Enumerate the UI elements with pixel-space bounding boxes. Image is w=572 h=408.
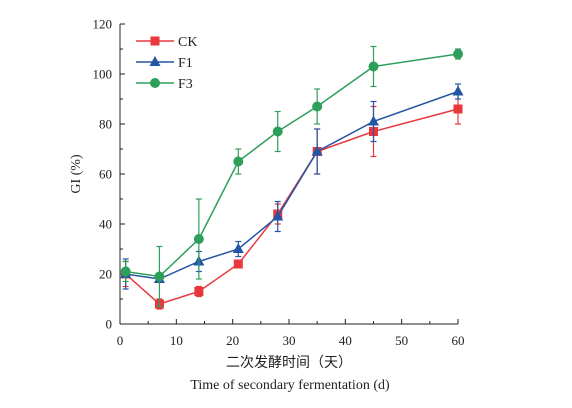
x-tick-label: 60 <box>452 333 465 348</box>
y-tick-label: 60 <box>99 167 112 182</box>
data-point-ck <box>453 104 463 114</box>
series-ck <box>121 93 463 310</box>
x-tick-label: 40 <box>339 333 352 348</box>
y-tick-label: 80 <box>99 117 112 132</box>
data-point-f3 <box>368 61 379 72</box>
legend-marker-f3 <box>150 78 160 88</box>
data-point-f1 <box>232 243 244 253</box>
data-point-f3 <box>312 101 323 112</box>
legend-label-f3: F3 <box>178 77 193 92</box>
legend-label-ck: CK <box>178 35 197 50</box>
series-f1 <box>120 83 464 290</box>
series-line-f3 <box>125 53 459 278</box>
legend-label-f1: F1 <box>178 56 193 71</box>
legend-marker-ck <box>150 36 160 46</box>
data-point-f3 <box>453 49 463 59</box>
legend: CK F1 F3 <box>136 35 197 92</box>
data-point-f3 <box>120 266 131 277</box>
y-tick-label: 20 <box>99 267 112 282</box>
series-f3 <box>120 45 463 308</box>
y-tick-label: 120 <box>93 17 113 32</box>
axes: 0 10 20 30 40 50 60 0 20 40 60 80 100 120 <box>93 17 465 349</box>
x-tick-label: 50 <box>395 333 408 348</box>
y-tick-label: 0 <box>106 317 113 332</box>
y-tick-label: 100 <box>93 67 113 82</box>
data-point-f3 <box>154 271 165 282</box>
data-point-f1 <box>272 210 284 221</box>
y-axis-title: GI (%) <box>69 154 84 194</box>
x-tick-label: 0 <box>117 333 124 348</box>
series-line-ck <box>125 108 459 305</box>
data-point-f3 <box>272 126 283 137</box>
x-axis-title-en: Time of secondary fermentation (d) <box>190 378 390 393</box>
x-tick-label: 20 <box>226 333 239 348</box>
data-point-f3 <box>193 234 204 244</box>
series-layer <box>120 45 464 310</box>
data-point-f3 <box>233 156 244 167</box>
data-point-ck <box>194 287 204 296</box>
x-tick-label: 10 <box>170 333 183 348</box>
legend-marker-f1 <box>149 56 161 66</box>
data-point-f1 <box>368 115 379 126</box>
series-line-f1 <box>125 90 459 280</box>
data-point-f1 <box>452 85 464 96</box>
x-tick-label: 30 <box>283 333 296 348</box>
data-point-f1 <box>311 145 323 156</box>
y-tick-label: 40 <box>99 217 112 232</box>
x-axis-title-cn: 二次发酵时间（天） <box>226 355 352 371</box>
data-point-ck <box>233 259 243 269</box>
